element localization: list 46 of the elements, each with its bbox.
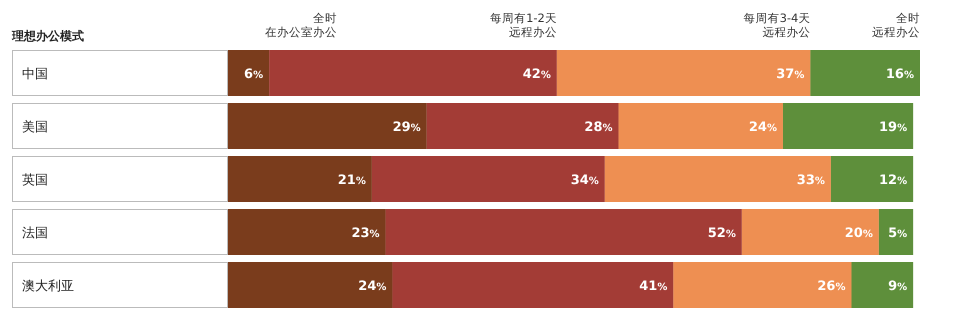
bar [878,209,914,255]
data-label: 12% [879,173,908,188]
bar [782,103,914,149]
y-tick-label: 英国 [22,173,48,188]
y-tick-label: 澳大利亚 [22,279,74,294]
data-label: 24% [358,279,386,294]
y-axis-title: 理想办公模式 [11,29,84,43]
y-tick-label: 法国 [22,226,48,241]
data-label: 19% [879,120,908,135]
bar [742,209,879,255]
data-label: 52% [708,226,736,241]
data-label: 20% [844,226,873,241]
legend-entry: 每周有3-4天远程办公 [744,11,810,39]
legend-entry: 每周有1-2天远程办公 [490,11,557,39]
data-label: 23% [351,226,380,241]
data-label: 6% [244,67,264,82]
data-label: 21% [338,173,366,188]
bar [618,103,783,149]
data-label: 41% [639,279,668,294]
bar [426,103,619,149]
bar [228,50,270,96]
bar [604,156,831,202]
bar [830,156,914,202]
data-label: 29% [392,120,421,135]
data-label: 26% [817,279,846,294]
legend-entry: 全时远程办公 [872,11,920,39]
bar [673,262,852,308]
data-label: 28% [584,120,613,135]
bar [386,209,742,255]
y-tick-label: 中国 [22,67,48,82]
data-label: 24% [748,120,777,135]
data-label: 42% [522,67,551,82]
bar [556,50,810,96]
legend-entry: 全时在办公室办公 [265,11,337,39]
bar [269,50,557,96]
data-label: 33% [796,173,825,188]
bar [392,262,674,308]
bar [372,156,605,202]
bar [810,50,920,96]
data-label: 9% [888,279,908,294]
data-label: 37% [776,67,804,82]
bar [851,262,914,308]
y-tick-label: 美国 [22,119,48,135]
data-label: 34% [570,173,599,188]
data-label: 5% [888,226,908,241]
data-label: 16% [886,67,914,82]
